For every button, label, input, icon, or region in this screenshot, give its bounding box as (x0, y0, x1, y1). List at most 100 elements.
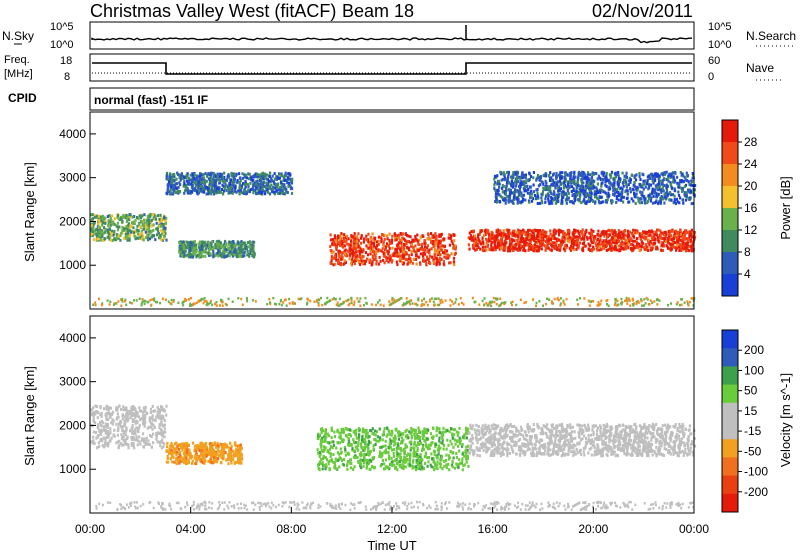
scatter-cell (608, 173, 611, 177)
scatter-cell (443, 244, 446, 248)
scatter-cell (287, 184, 290, 188)
scatter-cell (691, 184, 694, 188)
scatter-cell (568, 240, 571, 244)
scatter-cell (186, 179, 189, 183)
ground-scatter-cell (553, 297, 556, 301)
scatter-cell (526, 178, 529, 182)
scatter-cell (291, 187, 294, 191)
scatter-cell (197, 242, 200, 246)
scatter-cell (256, 179, 259, 183)
scatter-cell (378, 255, 381, 259)
scatter-cell (565, 197, 568, 201)
scatter-cell (515, 190, 518, 194)
scatter-cell (415, 250, 418, 254)
scatter-cell (223, 255, 226, 259)
scatter-cell (241, 172, 244, 176)
scatter-cell (632, 228, 635, 232)
scatter-cell (386, 249, 389, 253)
sky-right-label: N.Search (746, 29, 796, 43)
scatter-cell (647, 238, 650, 242)
scatter-cell (120, 217, 123, 221)
scatter-cell (470, 230, 473, 233)
scatter-cell (669, 181, 672, 185)
scatter-cell (251, 246, 254, 250)
scatter-cell (216, 187, 219, 190)
scatter-cell (587, 171, 590, 175)
scatter-cell (540, 199, 543, 203)
scatter-cell (611, 236, 614, 240)
scatter-cell (227, 254, 230, 258)
scatter-cell (579, 230, 582, 233)
ground-scatter-cell (629, 304, 632, 307)
scatter-cell (236, 189, 240, 193)
scatter-cell (414, 244, 417, 248)
scatter-cell (631, 239, 634, 243)
scatter-cell (664, 230, 667, 234)
scatter-cell (610, 228, 614, 232)
sky-left-tick-low: 10^0 (50, 39, 74, 51)
scatter-cell (638, 234, 641, 238)
scatter-cell (222, 189, 226, 193)
sky-left-label: N.Sky (2, 29, 34, 43)
scatter-cell (547, 197, 550, 201)
scatter-cell (395, 236, 398, 240)
scatter-cell (642, 187, 645, 191)
scatter-cell (646, 179, 649, 183)
scatter-cell (260, 186, 263, 190)
scatter-cell (645, 245, 648, 249)
scatter-cell (581, 233, 584, 237)
scatter-cell (238, 183, 241, 187)
scatter-cell (168, 174, 171, 178)
scatter-cell (106, 215, 109, 218)
scatter-cell (532, 236, 535, 240)
scatter-cell (527, 248, 530, 252)
ground-scatter-cell (409, 302, 411, 306)
scatter-cell (208, 247, 211, 251)
scatter-cell (441, 244, 444, 248)
scatter-cell (564, 175, 567, 179)
scatter-cell (92, 222, 95, 226)
scatter-cell (343, 244, 346, 248)
scatter-cell (139, 216, 143, 220)
ground-scatter-cell (326, 300, 329, 304)
scatter-cell (651, 242, 654, 246)
scatter-cell (514, 184, 518, 188)
ground-scatter-cell (291, 301, 294, 304)
scatter-cell (446, 253, 449, 257)
scatter-cell (106, 235, 109, 239)
scatter-cell (661, 248, 664, 252)
scatter-cell (574, 194, 577, 198)
scatter-cell (340, 254, 343, 258)
scatter-cell (164, 219, 167, 223)
scatter-cell (402, 254, 405, 258)
scatter-cell (559, 171, 562, 175)
scatter-cell (423, 239, 427, 243)
scatter-cell (238, 186, 241, 190)
scatter-cell (561, 193, 564, 197)
scatter-cell (590, 228, 593, 232)
scatter-cell (383, 233, 386, 237)
scatter-cell (375, 262, 378, 266)
scatter-cell (585, 193, 588, 197)
scatter-cell (505, 228, 508, 232)
scatter-cell (528, 238, 531, 242)
scatter-cell (240, 240, 243, 244)
scatter-cell (502, 233, 505, 237)
scatter-cell (412, 245, 415, 249)
scatter-cell (284, 174, 288, 178)
scatter-cell (173, 178, 176, 182)
scatter-cell (448, 233, 451, 237)
scatter-cell (92, 227, 95, 231)
scatter-cell (108, 235, 112, 238)
scatter-cell (217, 239, 221, 243)
scatter-cell (365, 244, 368, 248)
scatter-cell (669, 191, 672, 195)
ground-scatter-cell (576, 298, 579, 301)
scatter-cell (627, 229, 630, 233)
scatter-cell (387, 244, 390, 248)
scatter-cell (246, 253, 249, 257)
scatter-cell (200, 251, 203, 255)
scatter-cell (287, 172, 290, 176)
scatter-cell (409, 259, 412, 263)
scatter-cell (497, 182, 500, 186)
